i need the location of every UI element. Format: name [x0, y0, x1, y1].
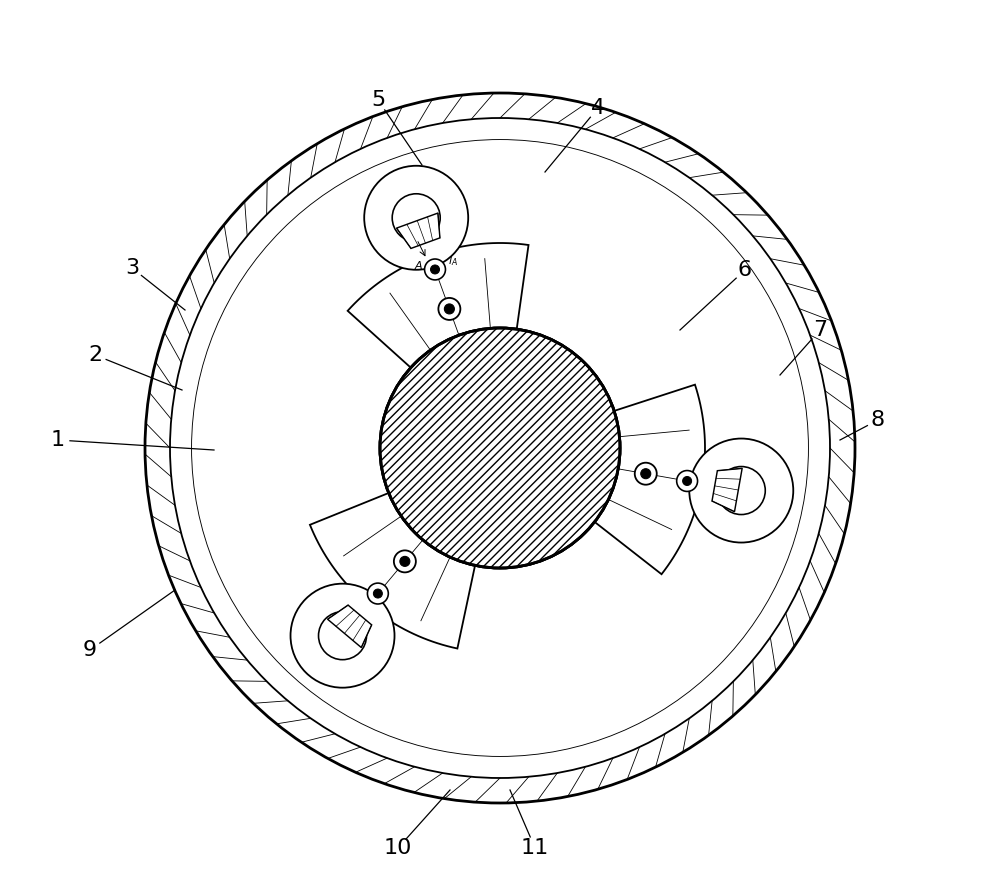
Polygon shape [328, 605, 372, 648]
Circle shape [431, 265, 440, 274]
Circle shape [683, 477, 692, 486]
Circle shape [364, 166, 468, 270]
Text: 7: 7 [813, 320, 827, 340]
Polygon shape [712, 469, 742, 512]
Circle shape [291, 583, 395, 688]
Text: 4: 4 [591, 98, 605, 118]
Text: 5: 5 [371, 90, 385, 110]
Polygon shape [397, 213, 440, 248]
Circle shape [392, 194, 440, 242]
Circle shape [192, 140, 808, 756]
Polygon shape [532, 384, 705, 574]
Text: A: A [415, 261, 423, 271]
Circle shape [319, 612, 367, 659]
Circle shape [641, 469, 651, 478]
Circle shape [394, 550, 416, 573]
Text: 3: 3 [125, 258, 139, 278]
Circle shape [425, 259, 445, 280]
Circle shape [717, 467, 765, 514]
Circle shape [635, 462, 657, 485]
Circle shape [438, 298, 460, 320]
Circle shape [689, 438, 793, 543]
Polygon shape [310, 463, 492, 649]
Circle shape [400, 556, 410, 566]
Text: 11: 11 [521, 838, 549, 858]
Circle shape [373, 589, 382, 598]
Circle shape [380, 328, 620, 568]
Polygon shape [348, 243, 529, 421]
Text: 9: 9 [83, 640, 97, 660]
Text: 10: 10 [384, 838, 412, 858]
Text: 6: 6 [738, 260, 752, 280]
Circle shape [367, 583, 388, 604]
Text: 2: 2 [88, 345, 102, 365]
Text: 1: 1 [51, 430, 65, 450]
Text: $l_A$: $l_A$ [448, 254, 458, 268]
Circle shape [444, 304, 454, 314]
Text: 8: 8 [871, 410, 885, 430]
Circle shape [677, 470, 698, 491]
Circle shape [380, 328, 620, 568]
